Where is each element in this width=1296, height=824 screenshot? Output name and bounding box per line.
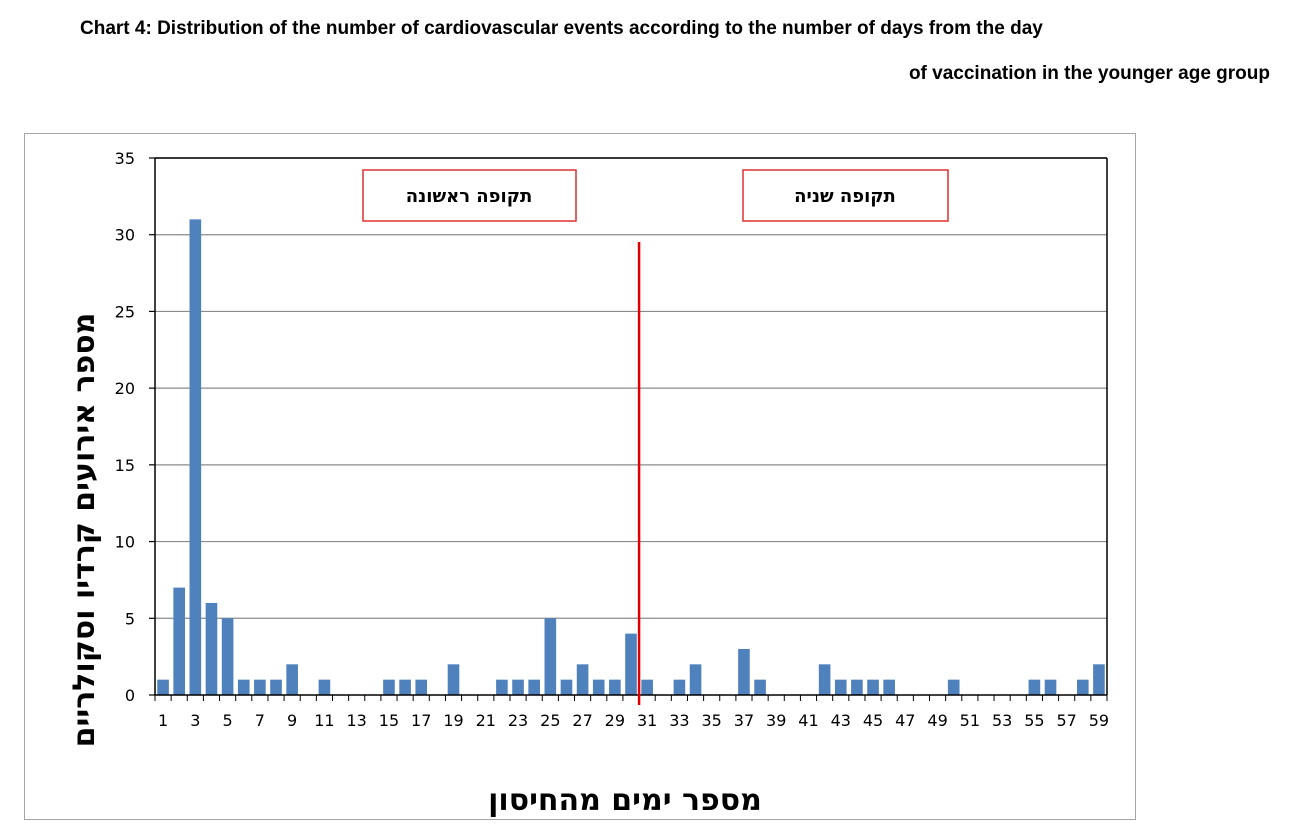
x-tick-label: 59 (1089, 711, 1109, 730)
x-tick-label: 41 (798, 711, 818, 730)
bar-day-11 (318, 679, 331, 695)
x-tick-label: 15 (379, 711, 399, 730)
bar-day-31 (641, 679, 653, 695)
bar-day-3 (189, 219, 202, 695)
bar-day-28 (592, 679, 605, 695)
bar-day-5 (221, 618, 234, 695)
x-tick-label: 43 (831, 711, 851, 730)
bar-day-43 (834, 679, 847, 695)
x-tick-label: 47 (895, 711, 915, 730)
bar-day-9 (286, 664, 298, 695)
x-tick-label: 1 (158, 711, 168, 730)
bar-day-37 (738, 648, 750, 695)
bar-day-25 (544, 618, 557, 695)
x-tick-label: 45 (863, 711, 883, 730)
bar-day-4 (205, 602, 218, 695)
y-tick-label: 15 (115, 456, 135, 475)
y-tick-label: 10 (115, 533, 135, 552)
bar-day-46 (883, 679, 895, 695)
x-tick-label: 33 (669, 711, 689, 730)
bar-day-23 (512, 679, 524, 695)
bar-day-8 (270, 679, 282, 695)
x-tick-label: 55 (1024, 711, 1044, 730)
bar-day-59 (1093, 664, 1105, 695)
y-tick-labels: 0 5 10 15 20 25 30 35 (115, 149, 135, 705)
bar-day-2 (173, 587, 186, 695)
period-label-second: תקופה שניה (794, 186, 896, 207)
x-tick-label: 29 (605, 711, 625, 730)
x-tick-label: 31 (637, 711, 657, 730)
bar-day-56 (1044, 679, 1057, 695)
x-tick-label: 7 (255, 711, 265, 730)
bar-day-17 (415, 679, 428, 695)
bar-day-16 (399, 679, 411, 695)
y-tick-label: 0 (125, 686, 135, 705)
chart-frame: 0 5 10 15 20 25 30 35 1 3 5 7 9 11 13 15 17 19 21 23 25 27 29… (24, 133, 1136, 820)
y-tick-label: 25 (115, 302, 135, 321)
x-axis-label: מספר ימים מהחיסון (488, 783, 762, 818)
bar-day-34 (689, 664, 702, 695)
gridlines (155, 157, 1107, 619)
x-tick-label: 35 (701, 711, 721, 730)
x-tick-label: 11 (314, 711, 334, 730)
y-tick-label: 5 (125, 609, 135, 628)
x-tick-label: 3 (190, 711, 200, 730)
bar-day-27 (576, 664, 589, 695)
bar-day-22 (496, 679, 508, 695)
x-tick-label: 37 (734, 711, 754, 730)
x-tick-label: 5 (223, 711, 233, 730)
bar-day-55 (1028, 679, 1041, 695)
x-tick-label: 13 (347, 711, 367, 730)
bar-day-7 (254, 679, 266, 695)
x-tick-label: 25 (540, 711, 560, 730)
bar-day-19 (447, 664, 460, 695)
x-tick-label: 51 (960, 711, 980, 730)
bar-day-50 (947, 679, 960, 695)
x-tick-label: 9 (287, 711, 297, 730)
x-tick-label: 49 (927, 711, 947, 730)
bar-day-33 (673, 679, 686, 695)
bar-day-30 (625, 633, 637, 695)
bar-day-29 (609, 679, 621, 695)
bar-day-15 (383, 679, 395, 695)
period-box-first (362, 169, 577, 222)
y-tick-label: 35 (115, 149, 135, 168)
x-tick-label: 53 (992, 711, 1012, 730)
bar-day-44 (851, 679, 863, 695)
x-tick-label: 57 (1056, 711, 1076, 730)
bar-day-26 (560, 679, 573, 695)
period-label-first: תקופה ראשונה (406, 186, 533, 207)
y-tick-label: 20 (115, 379, 135, 398)
chart-title-line-2: of vaccination in the younger age group (908, 63, 1270, 84)
bars (157, 219, 1105, 695)
x-tick-labels: 1 3 5 7 9 11 13 15 17 19 21 23 25 27 29 31 33 35 37 39 41 43 4… (158, 711, 1109, 730)
chart-title-line-1: Chart 4: Distribution of the number of c… (80, 18, 1043, 39)
y-tick-label: 30 (115, 226, 135, 245)
bar-day-1 (157, 679, 169, 695)
x-tick-label: 27 (572, 711, 592, 730)
period-box-second (742, 169, 949, 222)
axes (149, 157, 1108, 701)
bar-day-45 (867, 679, 879, 695)
bar-day-6 (237, 679, 250, 695)
bar-day-58 (1076, 679, 1089, 695)
y-axis-label: מספר אירועים קרדיו וסקולריים (67, 313, 102, 748)
x-tick-label: 23 (508, 711, 528, 730)
x-tick-label: 19 (443, 711, 463, 730)
x-tick-label: 21 (476, 711, 496, 730)
x-tick-label: 17 (411, 711, 431, 730)
x-tick-label: 39 (766, 711, 786, 730)
bar-day-42 (818, 664, 831, 695)
bar-day-38 (754, 679, 766, 695)
bar-day-24 (528, 679, 540, 695)
